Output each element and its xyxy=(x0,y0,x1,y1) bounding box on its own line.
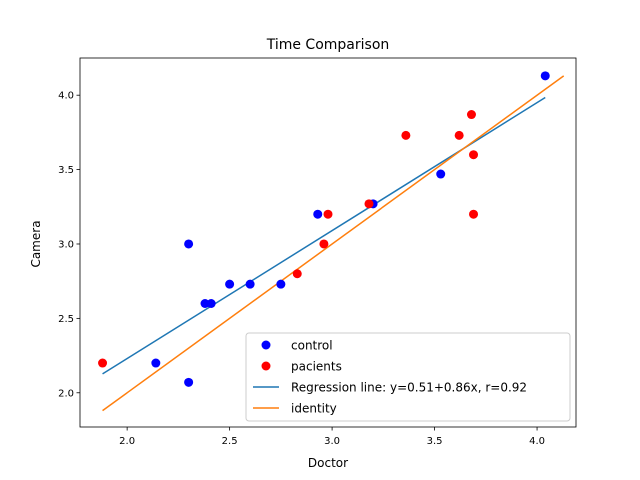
legend-label: control xyxy=(291,339,333,353)
axes-frame xyxy=(79,57,577,428)
pacients-point xyxy=(454,130,464,140)
x-tick-label: 2.0 xyxy=(119,436,135,447)
legend: control pacients Regression line: y=0.51+0… xyxy=(245,332,571,422)
x-axis-label: Doctor xyxy=(308,456,348,470)
y-tick-label: 4.0 xyxy=(58,91,74,102)
pacients-point xyxy=(401,130,411,140)
control-point xyxy=(313,209,323,219)
pacients-point xyxy=(292,269,302,279)
legend-marker-pacients xyxy=(261,361,271,371)
x-tick-label: 2.5 xyxy=(222,436,238,447)
y-tick-label: 2.0 xyxy=(58,388,74,399)
legend-label: Regression line: y=0.51+0.86x, r=0.92 xyxy=(291,381,527,395)
control-point xyxy=(276,279,286,289)
control-point xyxy=(540,71,550,81)
chart-title: Time Comparison xyxy=(266,37,390,53)
y-tick-label: 2.5 xyxy=(58,314,74,325)
plot-area: 2.0 2.5 3.0 3.5 4.0 2.0 2.5 3.0 3.5 4.0 xyxy=(58,57,577,447)
pacients-point xyxy=(469,150,479,160)
control-point xyxy=(200,299,210,309)
x-tick-label: 4.0 xyxy=(529,436,545,447)
control-point xyxy=(225,279,235,289)
pacients-point xyxy=(323,209,333,219)
y-tick-label: 3.5 xyxy=(58,165,74,176)
control-point xyxy=(245,279,255,289)
pacients-point xyxy=(98,358,108,368)
pacients-point xyxy=(319,239,329,249)
control-point xyxy=(151,358,161,368)
x-tick-label: 3.5 xyxy=(427,436,443,447)
control-point xyxy=(436,169,446,179)
legend-label: identity xyxy=(291,402,337,416)
legend-label: pacients xyxy=(291,360,342,374)
control-point xyxy=(184,239,194,249)
x-tick-label: 3.0 xyxy=(324,436,340,447)
pacients-point xyxy=(364,199,374,209)
identity-line xyxy=(102,75,565,412)
legend-box xyxy=(245,332,571,422)
legend-marker-control xyxy=(261,340,271,350)
y-axis-label: Camera xyxy=(29,220,43,267)
pacients-point xyxy=(469,209,479,219)
y-tick-label: 3.0 xyxy=(58,239,74,250)
pacients-point xyxy=(466,110,476,120)
control-point xyxy=(206,299,216,309)
control-point xyxy=(184,377,194,387)
